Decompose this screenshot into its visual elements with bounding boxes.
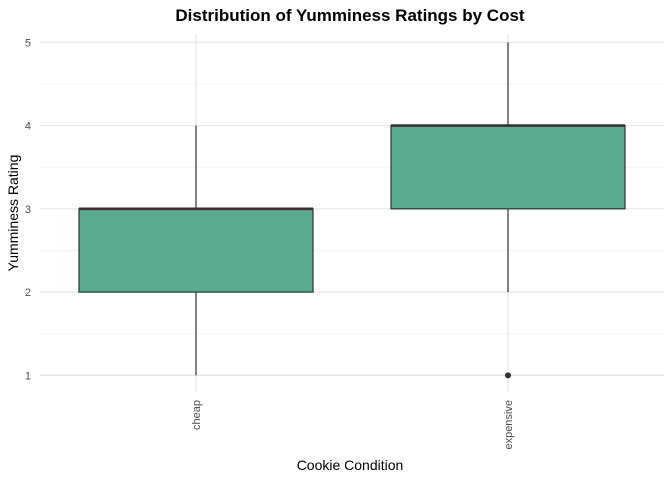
x-tick-label: cheap xyxy=(191,400,203,430)
y-axis-label: Yumminess Rating xyxy=(5,155,21,272)
boxes xyxy=(78,42,626,379)
y-axis-ticks: 1 2 3 4 5 xyxy=(25,37,31,382)
chart-title: Distribution of Yumminess Ratings by Cos… xyxy=(175,6,525,25)
y-tick-label: 3 xyxy=(25,204,31,216)
box-cheap xyxy=(78,125,314,376)
x-tick-label: expensive xyxy=(503,400,515,450)
y-tick-label: 2 xyxy=(25,287,31,299)
box-rect xyxy=(78,208,314,293)
outlier-point xyxy=(505,372,511,379)
y-tick-label: 4 xyxy=(25,121,31,133)
box-expensive xyxy=(390,42,626,379)
x-axis-label: Cookie Condition xyxy=(297,457,404,473)
y-tick-label: 1 xyxy=(25,370,31,382)
y-tick-label: 5 xyxy=(25,37,31,49)
x-axis-ticks: cheap expensive xyxy=(191,400,515,450)
box-rect xyxy=(390,124,626,210)
